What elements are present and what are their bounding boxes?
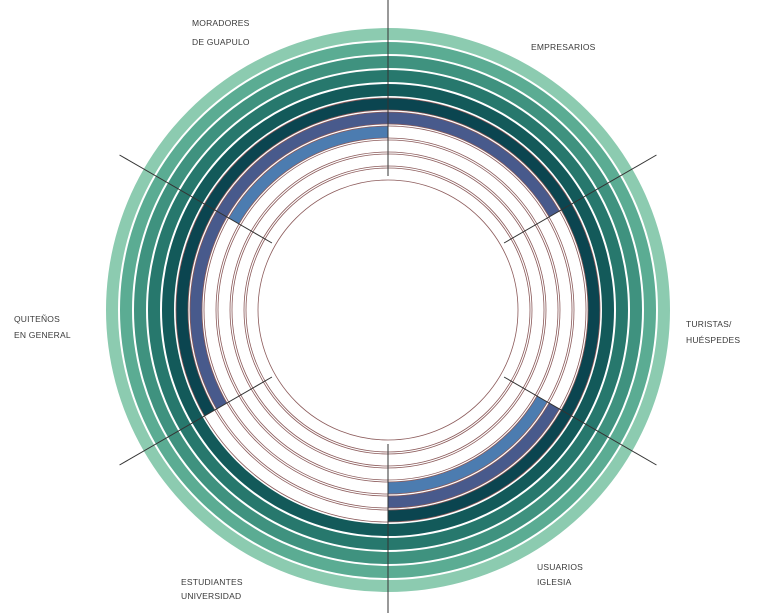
band-empresarios-ring-5 <box>573 197 614 423</box>
band-quitenos-ring-2 <box>155 42 388 182</box>
band-usuarios-ring-1 <box>143 445 388 592</box>
band-quitenos-ring-5 <box>192 84 388 203</box>
divider-line-6 <box>119 154 273 244</box>
band-turistas-ring-5 <box>388 417 584 536</box>
band-turistas-ring-2 <box>388 438 621 578</box>
divider-line-3 <box>503 376 657 466</box>
label-estudiantes: ESTUDIANTES UNIVERSIDAD <box>181 577 245 601</box>
band-empresarios-ring-2 <box>609 176 656 444</box>
ring-outline-9-inner <box>229 151 547 469</box>
band-moradores-ring-1 <box>388 28 633 175</box>
ring-outline-10-inner <box>243 165 533 455</box>
band-empresarios-ring-3 <box>597 183 642 437</box>
band-quitenos-ring-4 <box>180 70 388 196</box>
band-turistas-ring-8 <box>388 396 548 494</box>
label-empresarios: EMPRESARIOS <box>531 42 596 52</box>
band-quitenos-ring-6 <box>204 98 388 210</box>
band-empresarios-ring-4 <box>585 190 628 430</box>
band-estudiantes-ring-5 <box>161 197 203 423</box>
label-layer: MORADORES DE GUAPULO EMPRESARIOS TURISTA… <box>14 18 740 601</box>
band-quitenos-ring-7 <box>216 111 388 217</box>
band-turistas-ring-6 <box>388 410 572 522</box>
band-estudiantes-ring-1 <box>105 169 155 451</box>
ring-outline-11-inner <box>257 179 519 441</box>
label-quitenos: QUITEÑOS EN GENERAL <box>14 314 71 340</box>
band-quitenos-ring-8 <box>228 126 388 224</box>
label-turistas: TURISTAS/ HUÉSPEDES <box>686 319 740 345</box>
band-moradores-ring-5 <box>388 84 584 203</box>
ring-layer <box>105 28 670 592</box>
band-turistas-ring-7 <box>388 403 560 508</box>
divider-line-2 <box>503 154 657 244</box>
label-usuarios: USUARIOS IGLESIA <box>537 562 586 587</box>
divider-line-5 <box>119 376 273 466</box>
band-usuarios-ring-2 <box>155 438 388 578</box>
band-empresarios-ring-6 <box>561 204 600 416</box>
band-estudiantes-ring-3 <box>133 183 179 437</box>
band-estudiantes-ring-6 <box>176 204 215 416</box>
divider-layer <box>119 0 657 613</box>
band-quitenos-ring-1 <box>143 28 388 175</box>
band-estudiantes-ring-7 <box>190 211 227 409</box>
ring-outline-11-outer <box>245 167 531 453</box>
band-quitenos-ring-3 <box>168 56 388 189</box>
band-moradores-ring-4 <box>388 70 596 196</box>
band-turistas-ring-3 <box>388 431 608 564</box>
band-usuarios-ring-3 <box>168 431 388 564</box>
label-moradores: MORADORES DE GUAPULO <box>192 18 252 47</box>
band-moradores-ring-2 <box>388 42 621 182</box>
band-turistas-ring-4 <box>388 424 596 550</box>
band-estudiantes-ring-2 <box>120 176 167 444</box>
band-moradores-ring-7 <box>388 112 560 217</box>
band-turistas-ring-1 <box>388 445 633 592</box>
ring-outline-9-outer <box>217 139 559 481</box>
band-usuarios-ring-5 <box>192 417 388 536</box>
band-moradores-ring-3 <box>388 56 608 189</box>
band-moradores-ring-6 <box>388 98 572 210</box>
ring-outline-10-outer <box>231 153 545 467</box>
band-empresarios-ring-1 <box>621 169 670 451</box>
band-usuarios-ring-4 <box>180 424 388 550</box>
band-estudiantes-ring-4 <box>148 190 191 430</box>
